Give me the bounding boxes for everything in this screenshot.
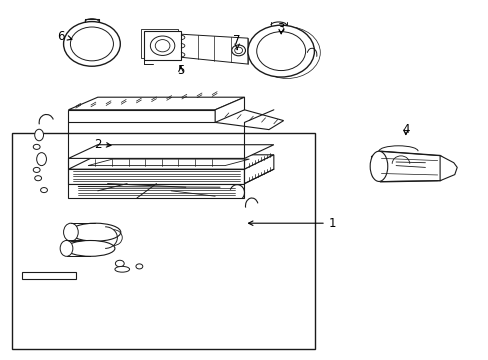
Polygon shape <box>141 29 178 58</box>
Text: 7: 7 <box>233 34 241 50</box>
Ellipse shape <box>115 260 124 267</box>
Polygon shape <box>68 110 215 122</box>
Ellipse shape <box>70 223 121 241</box>
Bar <box>144 31 181 60</box>
Polygon shape <box>68 145 273 158</box>
Polygon shape <box>215 110 283 130</box>
Ellipse shape <box>115 266 129 272</box>
Ellipse shape <box>253 28 314 76</box>
Polygon shape <box>244 155 273 184</box>
Text: 4: 4 <box>401 123 409 136</box>
Ellipse shape <box>253 27 318 78</box>
Polygon shape <box>68 184 244 198</box>
Ellipse shape <box>66 240 115 256</box>
Text: 1: 1 <box>248 217 336 230</box>
Text: 5: 5 <box>177 64 184 77</box>
Bar <box>22 272 76 279</box>
Polygon shape <box>371 151 449 182</box>
Ellipse shape <box>252 29 309 73</box>
Ellipse shape <box>369 151 387 181</box>
Ellipse shape <box>253 29 311 74</box>
Ellipse shape <box>247 25 314 77</box>
Ellipse shape <box>35 176 41 181</box>
Polygon shape <box>88 159 249 166</box>
Ellipse shape <box>231 45 245 56</box>
Ellipse shape <box>136 264 142 269</box>
Ellipse shape <box>41 188 47 193</box>
Polygon shape <box>439 156 456 181</box>
Ellipse shape <box>63 223 78 241</box>
Polygon shape <box>71 223 95 241</box>
Text: 6: 6 <box>57 30 72 42</box>
Polygon shape <box>215 97 244 122</box>
Ellipse shape <box>234 47 242 54</box>
Ellipse shape <box>253 28 312 75</box>
Polygon shape <box>181 34 247 64</box>
Polygon shape <box>68 155 273 169</box>
Ellipse shape <box>63 22 120 66</box>
Ellipse shape <box>70 27 113 61</box>
Ellipse shape <box>60 240 73 256</box>
Ellipse shape <box>256 32 305 71</box>
Polygon shape <box>68 169 244 184</box>
Ellipse shape <box>33 144 40 149</box>
Text: 2: 2 <box>94 138 111 150</box>
Ellipse shape <box>150 36 175 55</box>
Text: 3: 3 <box>277 22 285 35</box>
Ellipse shape <box>253 27 320 78</box>
Polygon shape <box>66 240 90 256</box>
Polygon shape <box>68 97 244 110</box>
Ellipse shape <box>253 27 316 77</box>
Ellipse shape <box>37 153 46 166</box>
Ellipse shape <box>155 40 170 52</box>
Bar <box>12 133 315 349</box>
Ellipse shape <box>33 167 40 172</box>
Ellipse shape <box>35 129 43 141</box>
